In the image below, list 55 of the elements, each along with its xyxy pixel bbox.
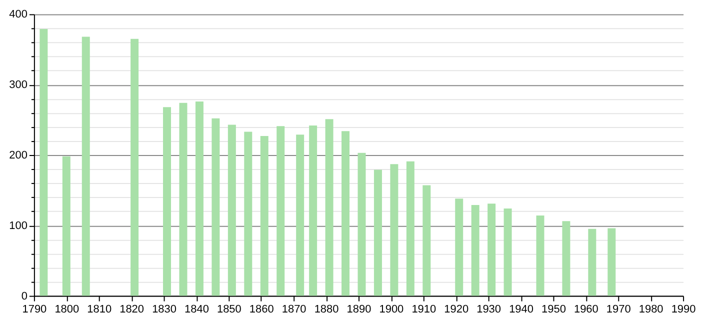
bar [608,228,616,296]
x-tick-label: 1810 [87,303,112,316]
x-tick-label: 1990 [671,303,696,316]
bar [309,125,318,296]
x-tick-label: 1960 [574,303,598,316]
bar [422,185,431,296]
y-tick-label: 300 [9,79,28,92]
bar [488,204,496,296]
bar [82,36,90,296]
x-tick-label: 1850 [216,303,242,316]
bar [228,124,236,296]
x-tick-label: 1840 [184,303,209,316]
x-tick-label: 1880 [314,303,339,316]
y-tick-label: 0 [21,290,28,302]
x-tick-label: 1890 [346,303,372,316]
bar [504,208,512,296]
bar [244,132,252,296]
y-tick-label: 200 [9,150,28,162]
bar [195,102,204,296]
bar [358,152,366,296]
bar [40,28,48,296]
bar [179,102,188,296]
x-tick-label: 1860 [249,303,274,316]
bar [163,107,172,296]
x-tick-label: 1900 [379,303,404,316]
x-tick-label: 1970 [606,303,631,316]
bar [130,38,139,296]
bar [471,204,480,296]
y-tick-label: 400 [9,8,28,21]
bar [588,228,596,296]
x-tick-label: 1980 [638,303,664,316]
bar [296,134,304,296]
bar [406,161,414,296]
x-tick-label: 1940 [509,303,534,316]
bar [374,170,382,296]
bar [325,119,334,296]
bar [276,126,285,296]
x-tick-label: 1800 [54,303,80,316]
bar [562,221,570,296]
y-tick-label: 100 [9,220,28,232]
bar [62,156,70,296]
x-tick-label: 1950 [542,303,566,316]
x-tick-label: 1920 [444,303,469,316]
bar [260,136,268,296]
bar [342,131,350,296]
x-tick-label: 1820 [120,303,144,316]
x-tick-label: 1930 [476,303,502,316]
bar [455,198,464,296]
x-tick-label: 1830 [152,303,176,316]
x-tick-label: 1790 [22,303,47,316]
bar [212,118,220,296]
bar [390,164,398,296]
x-tick-label: 1910 [412,303,436,316]
x-tick-label: 1870 [282,303,306,316]
bar [536,216,544,296]
